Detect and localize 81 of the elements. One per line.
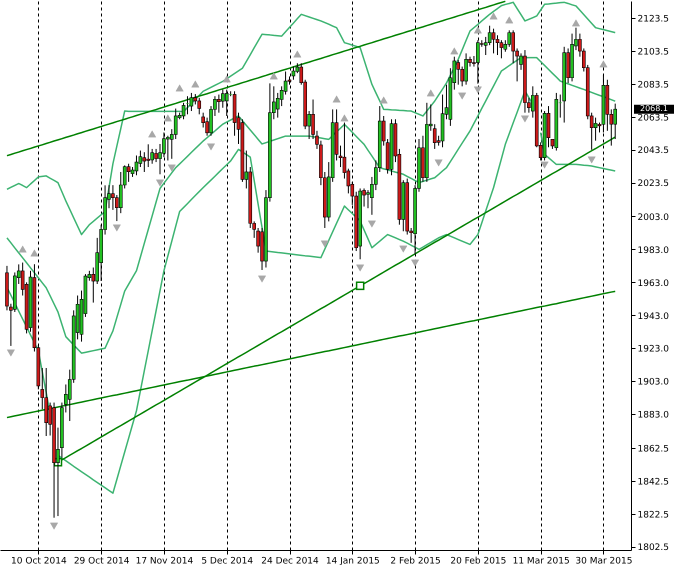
point	[411, 260, 420, 267]
point	[434, 159, 443, 166]
point	[599, 60, 608, 68]
y-tick-label: 2063.5	[638, 113, 669, 124]
point	[332, 96, 341, 102]
y-tick-label: 1883.0	[638, 410, 670, 421]
line-series	[6, 2, 616, 236]
point	[293, 50, 302, 58]
y-tick-label: 2123.5	[638, 14, 669, 24]
y-tick-label: 1842.5	[638, 477, 669, 488]
point	[490, 12, 498, 20]
point	[380, 96, 388, 104]
point	[356, 282, 364, 290]
candlestick	[126, 163, 130, 182]
x-tick-label: 10 Oct 2014	[11, 556, 67, 566]
point	[520, 115, 529, 122]
candlestick	[464, 52, 468, 86]
candlestick	[217, 94, 221, 114]
y-tick-label: 1802.5	[638, 543, 669, 554]
point	[176, 84, 184, 92]
y-tick-label: 2043.5	[638, 146, 669, 156]
y-tick-label: 1822.5	[638, 510, 669, 520]
candlestick	[500, 40, 504, 59]
x-tick-label: 17 Nov 2014	[136, 556, 194, 566]
y-tick-label: 2083.5	[638, 80, 669, 90]
point	[450, 47, 458, 54]
candlestick	[154, 148, 158, 163]
x-tick-label: 29 Oct 2014	[74, 556, 130, 566]
y-tick-label: 1923.0	[638, 344, 670, 355]
y-tick-label: 1903.0	[638, 378, 670, 388]
candlestick	[150, 148, 154, 164]
point	[168, 164, 176, 172]
point	[207, 143, 215, 150]
point	[270, 72, 278, 80]
candlestick	[492, 28, 496, 54]
point	[30, 250, 38, 256]
point	[50, 522, 58, 530]
y-tick-label: 2103.5	[638, 47, 669, 58]
y-tick-label: 1862.5	[638, 444, 669, 454]
point	[18, 246, 27, 253]
y-tick-label: 2023.5	[638, 179, 669, 190]
point	[505, 16, 514, 24]
point	[258, 276, 266, 282]
x-tick-label: 20 Feb 2015	[450, 556, 506, 566]
point	[156, 180, 164, 186]
candlestick	[190, 92, 194, 112]
point	[474, 26, 482, 34]
text: 2068.1	[640, 104, 668, 114]
y-tick-label: 1963.0	[638, 278, 670, 289]
x-tick-label: 14 Jan 2015	[326, 556, 380, 566]
line-series	[6, 0, 506, 156]
x-tick-label: 2 Feb 2015	[390, 556, 441, 566]
x-tick-label: 11 Mar 2015	[512, 556, 570, 566]
point	[399, 246, 408, 253]
y-tick-label: 1983.0	[638, 246, 670, 256]
candlestick	[111, 184, 115, 210]
point	[340, 114, 348, 122]
y-tick-label: 1943.0	[638, 312, 670, 322]
point	[474, 86, 482, 94]
point	[572, 19, 580, 26]
candlestick	[146, 144, 150, 168]
point	[458, 92, 466, 100]
x-tick-label: 5 Dec 2014	[201, 556, 254, 566]
candlestick	[456, 59, 460, 86]
point	[164, 114, 172, 122]
x-tick-label: 30 Mar 2015	[575, 556, 632, 566]
point	[222, 75, 231, 82]
point	[112, 224, 121, 232]
candlestick	[507, 30, 512, 48]
point	[148, 130, 156, 138]
point	[320, 240, 329, 248]
x-tick-label: 24 Dec 2014	[261, 556, 320, 566]
line-series	[6, 56, 616, 354]
y-tick-label: 2003.0	[638, 212, 670, 223]
point	[426, 89, 435, 96]
point	[191, 80, 200, 88]
candlestick	[197, 97, 202, 115]
point	[356, 264, 364, 272]
candlestick	[220, 89, 225, 108]
candlestick	[166, 135, 170, 161]
point	[368, 220, 376, 228]
